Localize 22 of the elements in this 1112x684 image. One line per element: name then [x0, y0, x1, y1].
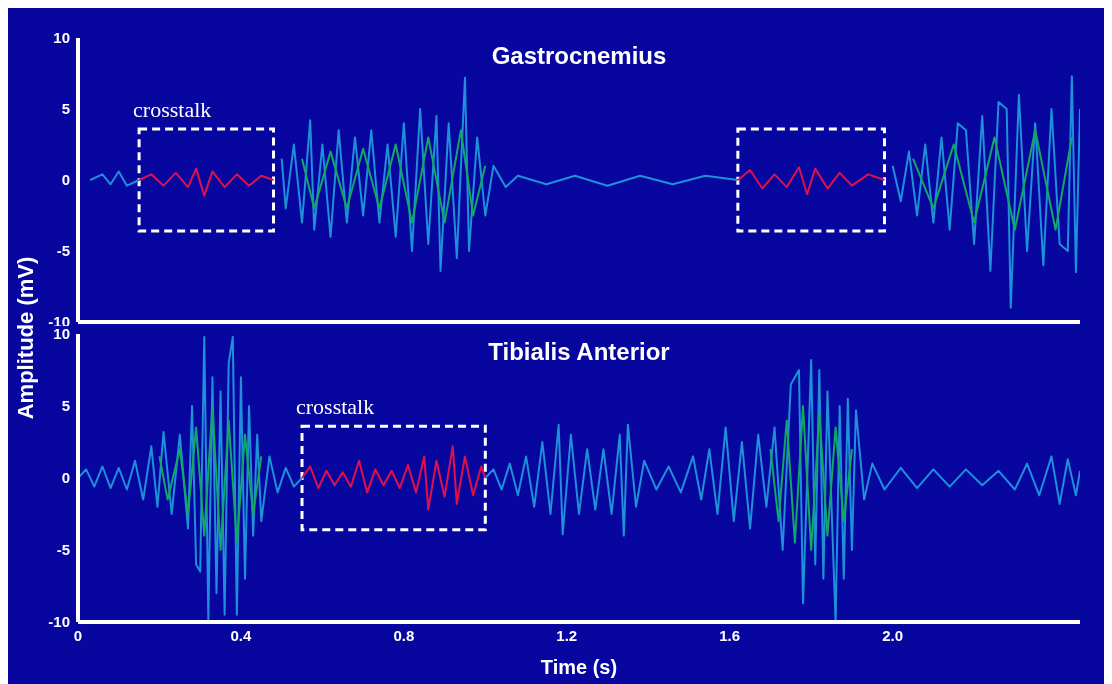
annotation: crosstalk [296, 394, 375, 420]
y-tick-label: -5 [56, 541, 70, 559]
y-tick-label: 10 [53, 325, 70, 343]
x-tick-label: 0 [73, 626, 83, 644]
x-tick-label: 2.0 [882, 626, 904, 644]
y-tick-label: -10 [48, 613, 70, 631]
x-axis-title: Time (s) [540, 656, 618, 678]
y-axis-title: Amplitude (mV) [13, 256, 39, 420]
y-tick-label: -5 [56, 242, 70, 260]
y-tick-label: 5 [61, 100, 70, 118]
y-tick-label: 0 [61, 469, 70, 487]
y-tick-label: 10 [53, 29, 70, 47]
x-tick-label: 0.4 [230, 626, 253, 644]
x-tick-label: 0.8 [393, 626, 415, 644]
chart-title: Gastrocnemius [490, 42, 668, 70]
chart-title: Tibialis Anterior [487, 338, 671, 366]
y-tick-label: 0 [61, 171, 70, 189]
line-series [301, 445, 487, 511]
y-tick-label: 5 [61, 397, 70, 415]
x-tick-label: 1.2 [556, 626, 578, 644]
annotation: crosstalk [133, 96, 212, 122]
x-tick-label: 1.6 [719, 626, 741, 644]
